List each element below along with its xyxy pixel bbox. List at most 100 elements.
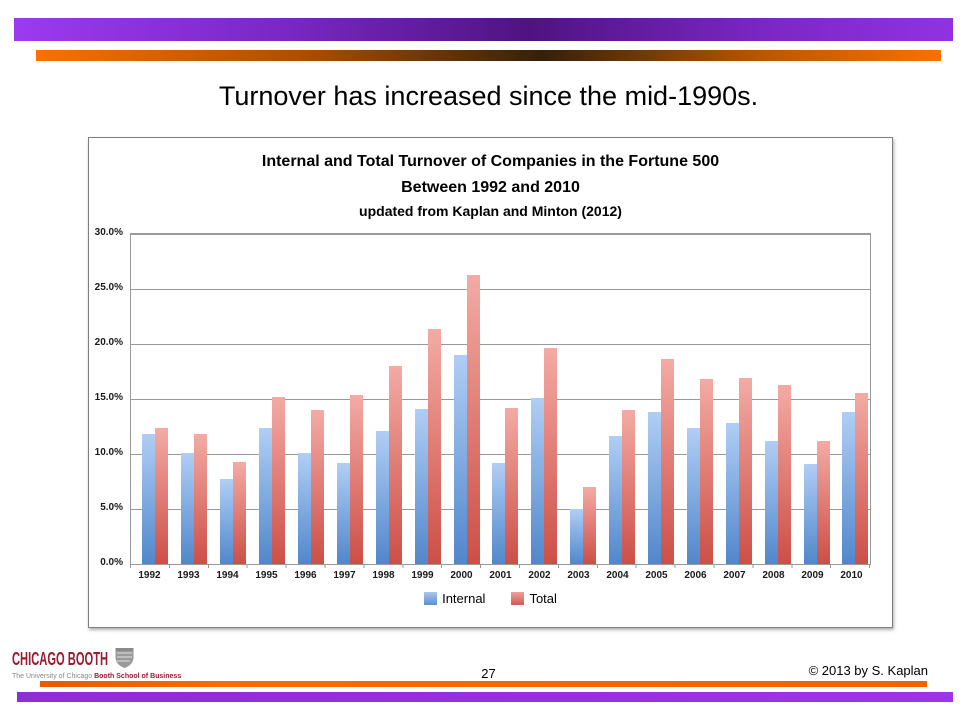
bar-total-1995 <box>272 397 286 564</box>
bar-group-1994 <box>209 234 248 564</box>
bar-group-2009 <box>792 234 831 564</box>
bar-internal-1997 <box>336 463 350 564</box>
bar-group-2007 <box>714 234 753 564</box>
bar-internal-2005 <box>648 412 662 564</box>
logo-tagline: The University of Chicago Booth School o… <box>12 673 181 680</box>
copyright-text: © 2013 by S. Kaplan <box>808 663 928 678</box>
bar-group-1995 <box>248 234 287 564</box>
page-number: 27 <box>481 666 496 681</box>
bar-group-2000 <box>442 234 481 564</box>
bar-group-1996 <box>287 234 326 564</box>
bar-internal-1995 <box>259 428 273 564</box>
bar-total-2003 <box>583 487 597 564</box>
bar-group-2002 <box>520 234 559 564</box>
bar-internal-2006 <box>686 428 700 564</box>
bar-group-2003 <box>559 234 598 564</box>
chart-legend: Internal Total <box>89 591 892 606</box>
bar-total-2004 <box>622 410 636 564</box>
bar-group-2008 <box>753 234 792 564</box>
slide-title: Turnover has increased since the mid-199… <box>218 81 759 111</box>
bar-total-1997 <box>349 395 363 564</box>
bar-group-2010 <box>831 234 870 564</box>
x-axis-tick-label: 2009 <box>801 570 824 581</box>
bar-internal-1994 <box>220 479 234 564</box>
bar-internal-2010 <box>842 412 856 564</box>
bar-total-2005 <box>661 359 675 564</box>
bar-group-2006 <box>675 234 714 564</box>
bar-total-1992 <box>155 428 169 564</box>
bar-total-2006 <box>699 379 713 564</box>
x-axis-tick-label: 2006 <box>684 570 707 581</box>
logo-tagline-booth: Booth School of Business <box>94 673 182 680</box>
bar-total-2000 <box>466 275 480 564</box>
bar-internal-2001 <box>492 463 506 564</box>
x-axis-tick-label: 1992 <box>138 570 161 581</box>
bar-total-1993 <box>194 434 208 564</box>
y-axis-tick-label: 0.0% <box>100 557 123 568</box>
plot-area <box>130 233 871 565</box>
bar-total-2009 <box>816 441 830 564</box>
top-accent-bar-purple <box>14 18 953 41</box>
y-axis-tick-label: 25.0% <box>94 282 123 293</box>
bar-internal-1999 <box>414 409 428 564</box>
bar-internal-1998 <box>375 431 389 564</box>
bar-total-2002 <box>544 348 558 564</box>
legend-swatch-total <box>511 592 525 605</box>
y-axis-tick-label: 10.0% <box>94 447 123 458</box>
legend-swatch-internal <box>424 592 438 605</box>
bar-internal-2002 <box>531 398 545 564</box>
x-axis-tick-label: 2004 <box>606 570 629 581</box>
x-axis-labels: 1992 1993 1994 1995 1996 1997 1998 1999 2000 2001… <box>130 570 871 581</box>
bar-total-1999 <box>427 329 441 564</box>
bar-total-1998 <box>388 366 402 564</box>
chart-title: Internal and Total Turnover of Companies… <box>89 149 892 223</box>
x-axis-tick-label: 1999 <box>411 570 434 581</box>
y-axis-tick-label: 15.0% <box>94 392 123 403</box>
bar-internal-1992 <box>142 434 156 564</box>
x-axis-tick-label: 2008 <box>762 570 785 581</box>
bar-group-1997 <box>325 234 364 564</box>
y-axis-tick-label: 30.0% <box>94 227 123 238</box>
x-axis-tick-label: 1998 <box>372 570 395 581</box>
x-axis-tick-label: 1996 <box>294 570 317 581</box>
bar-internal-2004 <box>609 436 623 564</box>
x-axis-tick-label: 2002 <box>528 570 551 581</box>
top-accent-bar-orange <box>36 50 941 61</box>
bar-internal-1996 <box>298 453 311 564</box>
legend-label-total: Total <box>529 591 557 606</box>
bar-total-1994 <box>233 462 247 564</box>
bar-total-2010 <box>855 393 869 564</box>
bar-group-1998 <box>364 234 403 564</box>
bar-group-1992 <box>131 234 170 564</box>
bar-total-2008 <box>777 385 791 564</box>
bar-internal-1993 <box>181 453 195 564</box>
x-axis-tick-label: 1997 <box>333 570 356 581</box>
x-axis-tick-label: 2003 <box>567 570 590 581</box>
x-axis-ticks <box>130 564 871 568</box>
y-axis-tick-label: 20.0% <box>94 337 123 348</box>
x-axis-tick-label: 1993 <box>177 570 200 581</box>
chicago-booth-wordmark: CHICAGO BOOTH <box>12 648 109 669</box>
chart-title-line-3: updated from Kaplan and Minton (2012) <box>359 203 622 219</box>
x-axis-tick-label: 2005 <box>645 570 668 581</box>
chart: Internal and Total Turnover of Companies… <box>88 137 893 628</box>
logo-tagline-university: The University of Chicago <box>12 673 95 680</box>
chart-title-line-2: Between 1992 and 2010 <box>401 179 580 196</box>
chart-title-line-1: Internal and Total Turnover of Companies… <box>261 153 720 170</box>
legend-label-internal: Internal <box>442 591 486 606</box>
x-axis-tick-label: 1994 <box>216 570 239 581</box>
legend-item-internal: Internal <box>424 591 485 606</box>
bar-internal-2008 <box>764 441 778 564</box>
bar-group-1999 <box>403 234 442 564</box>
chicago-booth-logo: CHICAGO BOOTH The University of Chicago … <box>12 648 181 680</box>
bar-total-1996 <box>311 410 324 564</box>
bar-internal-2009 <box>803 464 817 564</box>
bar-total-2001 <box>505 408 519 564</box>
bar-internal-2000 <box>453 355 467 564</box>
bar-total-2007 <box>738 378 752 564</box>
bar-group-2005 <box>637 234 676 564</box>
booth-crest-icon <box>115 648 134 668</box>
bar-group-2004 <box>598 234 637 564</box>
x-axis-tick-label: 2001 <box>489 570 512 581</box>
bottom-accent-bar-orange <box>40 681 927 687</box>
